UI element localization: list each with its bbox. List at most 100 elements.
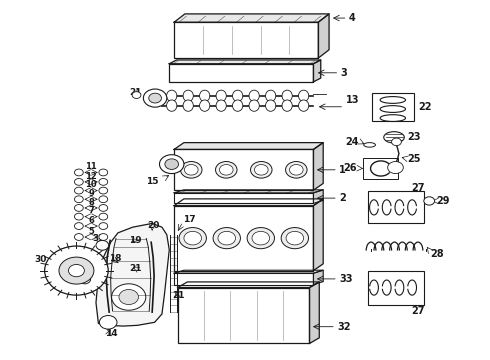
- Circle shape: [74, 204, 83, 211]
- Polygon shape: [177, 282, 319, 288]
- Text: 2: 2: [339, 193, 346, 203]
- Circle shape: [99, 315, 117, 329]
- Polygon shape: [318, 14, 329, 58]
- Circle shape: [252, 231, 270, 245]
- Circle shape: [144, 89, 167, 107]
- Text: 10: 10: [85, 180, 97, 189]
- Circle shape: [74, 213, 83, 220]
- Text: 21: 21: [129, 87, 142, 96]
- Circle shape: [218, 231, 236, 245]
- Polygon shape: [174, 190, 323, 193]
- Circle shape: [250, 162, 272, 178]
- Ellipse shape: [199, 90, 210, 102]
- Circle shape: [286, 231, 304, 245]
- Circle shape: [254, 165, 268, 175]
- Polygon shape: [314, 199, 323, 271]
- Bar: [368, 271, 424, 305]
- Text: 32: 32: [337, 322, 351, 332]
- Text: 25: 25: [407, 154, 421, 164]
- Ellipse shape: [167, 100, 177, 111]
- Ellipse shape: [233, 100, 243, 111]
- Polygon shape: [314, 270, 323, 284]
- Text: 7: 7: [88, 207, 94, 216]
- Circle shape: [165, 159, 178, 170]
- Text: 30: 30: [34, 255, 46, 264]
- Circle shape: [184, 231, 201, 245]
- Text: 31: 31: [93, 234, 105, 243]
- Text: 20: 20: [147, 221, 160, 230]
- Circle shape: [79, 275, 91, 284]
- Text: 5: 5: [88, 227, 94, 236]
- Circle shape: [45, 246, 108, 295]
- Polygon shape: [96, 224, 169, 326]
- Circle shape: [99, 179, 108, 185]
- Polygon shape: [314, 143, 323, 190]
- Text: 23: 23: [407, 132, 421, 142]
- Circle shape: [290, 165, 303, 175]
- Circle shape: [388, 162, 403, 174]
- Text: 13: 13: [345, 95, 359, 105]
- Bar: [177, 288, 310, 343]
- Circle shape: [99, 213, 108, 220]
- Text: 33: 33: [339, 274, 353, 284]
- Text: 27: 27: [411, 183, 425, 193]
- Ellipse shape: [266, 100, 276, 111]
- Ellipse shape: [266, 90, 276, 102]
- Ellipse shape: [233, 90, 243, 102]
- Circle shape: [74, 196, 83, 203]
- Text: 3: 3: [341, 68, 347, 78]
- Bar: [372, 93, 414, 121]
- Text: 12: 12: [85, 172, 97, 181]
- Ellipse shape: [298, 100, 309, 111]
- Circle shape: [286, 162, 307, 178]
- Bar: [174, 273, 314, 284]
- Circle shape: [96, 240, 109, 250]
- Circle shape: [392, 138, 401, 146]
- Ellipse shape: [282, 100, 292, 111]
- Ellipse shape: [298, 90, 309, 102]
- Circle shape: [132, 92, 141, 99]
- Circle shape: [74, 234, 83, 240]
- Text: 8: 8: [88, 198, 94, 207]
- Text: 19: 19: [129, 236, 141, 245]
- Ellipse shape: [384, 132, 404, 143]
- Polygon shape: [314, 60, 321, 82]
- Bar: [174, 193, 314, 203]
- Text: 17: 17: [183, 215, 196, 224]
- Circle shape: [213, 228, 241, 249]
- Circle shape: [69, 265, 84, 277]
- Bar: [169, 64, 314, 82]
- Ellipse shape: [216, 90, 226, 102]
- Circle shape: [149, 93, 161, 103]
- Text: 15: 15: [147, 177, 159, 186]
- Polygon shape: [174, 270, 323, 273]
- Text: 21: 21: [172, 291, 185, 300]
- Polygon shape: [174, 14, 329, 22]
- Circle shape: [74, 179, 83, 185]
- Circle shape: [216, 162, 237, 178]
- Text: 9: 9: [88, 189, 94, 198]
- Circle shape: [99, 234, 108, 240]
- Circle shape: [99, 222, 108, 229]
- Circle shape: [179, 228, 206, 249]
- Bar: [174, 22, 318, 58]
- Circle shape: [74, 222, 83, 229]
- Ellipse shape: [364, 143, 375, 147]
- Circle shape: [247, 228, 274, 249]
- Text: 16: 16: [73, 276, 86, 285]
- Ellipse shape: [167, 90, 177, 102]
- Circle shape: [74, 187, 83, 194]
- Ellipse shape: [183, 90, 194, 102]
- Text: 28: 28: [431, 249, 444, 258]
- Text: 22: 22: [418, 102, 432, 112]
- Text: 21: 21: [130, 264, 142, 273]
- Circle shape: [159, 155, 184, 174]
- Text: 26: 26: [343, 163, 356, 173]
- Circle shape: [99, 196, 108, 203]
- Text: 27: 27: [411, 306, 425, 316]
- Bar: [368, 191, 424, 224]
- Polygon shape: [174, 143, 323, 149]
- Text: 24: 24: [345, 137, 358, 147]
- Text: 6: 6: [88, 216, 94, 225]
- Circle shape: [220, 165, 233, 175]
